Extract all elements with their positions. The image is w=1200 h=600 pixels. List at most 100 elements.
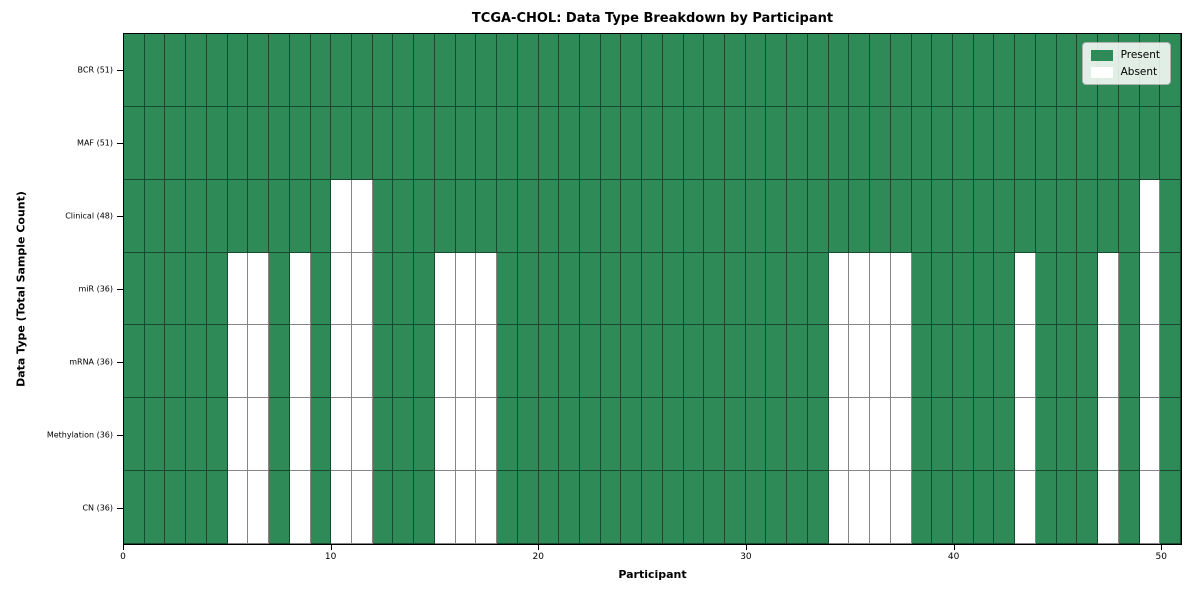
heatmap-cell — [434, 471, 456, 544]
heatmap-cell — [642, 252, 663, 326]
heatmap-cell — [807, 398, 829, 472]
heatmap-cell — [994, 471, 1016, 544]
heatmap-cell — [870, 325, 891, 399]
heatmap-cell — [351, 398, 373, 472]
heatmap-cell — [725, 471, 746, 544]
heatmap-cell — [1118, 106, 1140, 180]
heatmap-cell — [476, 34, 498, 107]
legend-item-absent: Absent — [1090, 66, 1160, 78]
heatmap-cell — [310, 179, 332, 253]
heatmap-cell — [476, 398, 498, 472]
heatmap-cell — [289, 34, 311, 107]
heatmap-cell — [870, 179, 891, 253]
heatmap-cell — [932, 325, 954, 399]
heatmap-cell — [1160, 325, 1181, 399]
x-tick-label: 10 — [324, 552, 337, 562]
legend-label-absent: Absent — [1120, 66, 1158, 78]
heatmap-cell — [787, 325, 808, 399]
heatmap-cell — [1056, 179, 1078, 253]
heatmap-cell — [165, 252, 187, 326]
heatmap-cell — [517, 471, 539, 544]
heatmap-cell — [870, 106, 891, 180]
heatmap-cell — [1139, 179, 1161, 253]
heatmap-cell — [973, 398, 995, 472]
heatmap-cell — [248, 179, 270, 253]
x-tick-mark — [1161, 545, 1163, 550]
heatmap-cell — [559, 106, 580, 180]
heatmap-cell — [393, 179, 415, 253]
heatmap-cell — [310, 471, 332, 544]
y-tick-label-MAF: MAF (51) — [77, 138, 113, 148]
heatmap-cell — [953, 398, 974, 472]
heatmap-cell — [1160, 471, 1181, 544]
heatmap-cell — [372, 252, 394, 326]
x-tick-mark — [953, 545, 955, 550]
heatmap-cell — [206, 179, 228, 253]
heatmap-cell — [828, 252, 850, 326]
heatmap-cell — [1035, 398, 1057, 472]
heatmap-cell — [186, 471, 207, 544]
heatmap-cell — [807, 471, 829, 544]
heatmap-cell — [932, 398, 954, 472]
heatmap-cell — [1160, 106, 1181, 180]
heatmap-cell — [621, 34, 643, 107]
legend-item-present: Present — [1090, 49, 1160, 61]
heatmap-cell — [890, 398, 912, 472]
y-tick-mark — [117, 289, 123, 290]
heatmap-cell — [455, 179, 477, 253]
heatmap-cell — [621, 325, 643, 399]
heatmap-cell — [289, 179, 311, 253]
y-tick-label-mRNA: mRNA (36) — [69, 357, 113, 367]
heatmap-cell — [1118, 252, 1140, 326]
heatmap-cell — [269, 34, 290, 107]
heatmap-grid — [124, 34, 1181, 544]
heatmap-cell — [621, 106, 643, 180]
heatmap-cell — [351, 252, 373, 326]
heatmap-cell — [1015, 34, 1036, 107]
heatmap-cell — [455, 106, 477, 180]
heatmap-cell — [870, 471, 891, 544]
y-tick-mark — [117, 508, 123, 510]
heatmap-cell — [227, 471, 249, 544]
heatmap-cell — [953, 325, 974, 399]
heatmap-cell — [393, 471, 415, 544]
heatmap-cell — [227, 34, 249, 107]
heatmap-cell — [227, 325, 249, 399]
heatmap-cell — [579, 325, 601, 399]
y-tick-mark — [117, 362, 123, 364]
heatmap-cell — [269, 106, 290, 180]
heatmap-cell — [579, 471, 601, 544]
heatmap-cell — [994, 252, 1016, 326]
heatmap-cell — [331, 471, 352, 544]
heatmap-cell — [787, 471, 808, 544]
x-tick-label: 50 — [1155, 552, 1167, 562]
heatmap-cell — [600, 34, 622, 107]
heatmap-cell — [787, 398, 808, 472]
heatmap-cell — [745, 471, 767, 544]
heatmap-cell — [725, 179, 746, 253]
heatmap-cell — [414, 106, 435, 180]
heatmap-cell — [538, 252, 560, 326]
heatmap-cell — [725, 398, 746, 472]
x-tick-mark — [745, 545, 747, 550]
heatmap-cell — [1118, 471, 1140, 544]
heatmap-cell — [227, 252, 249, 326]
chart-title: TCGA-CHOL: Data Type Breakdown by Partic… — [471, 11, 834, 26]
heatmap-cell — [351, 179, 373, 253]
heatmap-cell — [849, 106, 871, 180]
heatmap-cell — [953, 34, 974, 107]
heatmap-cell — [476, 106, 498, 180]
heatmap-cell — [559, 179, 580, 253]
heatmap-cell — [248, 34, 270, 107]
heatmap-cell — [787, 179, 808, 253]
heatmap-cell — [559, 398, 580, 472]
legend-swatch-absent-icon — [1090, 66, 1113, 78]
heatmap-cell — [186, 106, 207, 180]
y-tick-mark — [117, 435, 123, 437]
heatmap-cell — [559, 252, 580, 326]
heatmap-cell — [642, 34, 663, 107]
heatmap-cell — [725, 325, 746, 399]
heatmap-cell — [662, 252, 684, 326]
heatmap-cell — [186, 179, 207, 253]
heatmap-cell — [911, 398, 933, 472]
